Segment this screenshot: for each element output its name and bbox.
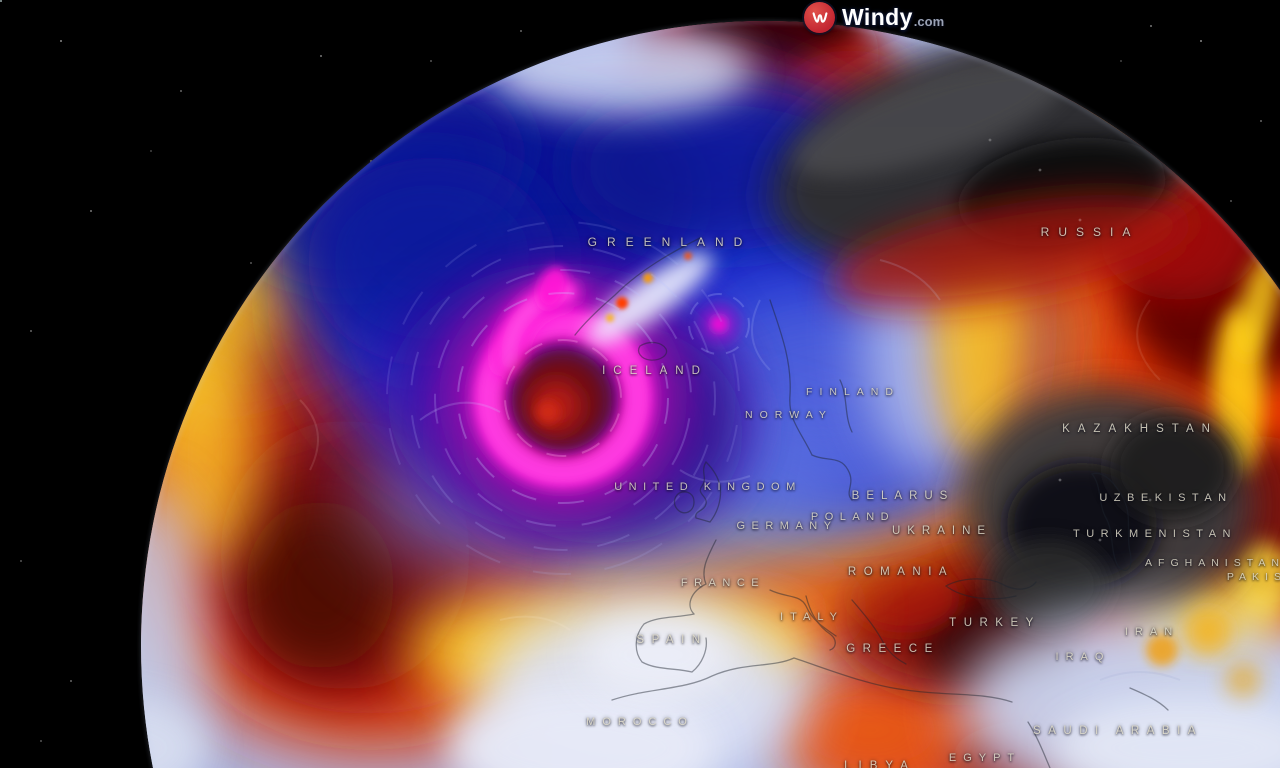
map-label-spain: Spain	[636, 634, 708, 646]
map-label-iran: Iran	[1124, 626, 1180, 638]
stars	[0, 0, 2, 2]
map-label-belarus: Belarus	[851, 490, 955, 502]
map-label-kazakhstan: Kazakhstan	[1062, 423, 1218, 435]
map-label-russia: Russia	[1040, 225, 1140, 239]
map-label-norway: Norway	[745, 409, 833, 421]
globe-rim	[140, 20, 1280, 768]
map-label-morocco: Morocco	[586, 716, 694, 728]
map-label-france: France	[680, 577, 766, 589]
map-label-saudi-arabia: Saudi Arabia	[1033, 725, 1203, 737]
windy-logo-suffix: .com	[913, 13, 945, 29]
coastlines	[574, 237, 1169, 768]
storm-vortex	[387, 263, 744, 544]
map-label-italy: Italy	[780, 611, 844, 623]
map-label-turkey: Turkey	[949, 617, 1041, 629]
windy-logo[interactable]: Windy .com	[804, 2, 944, 33]
windy-logo-text: Windy	[842, 4, 913, 30]
map-label-egypt: Egypt	[948, 752, 1022, 764]
map-label-ukraine: Ukraine	[891, 525, 993, 537]
windy-logo-icon	[804, 2, 835, 33]
map-label-greece: Greece	[846, 643, 940, 655]
map-label-afghanistan: Afghanistan	[1145, 557, 1280, 569]
map-label-iceland: Iceland	[602, 365, 708, 377]
map-label-uzbekistan: Uzbekistan	[1099, 492, 1233, 504]
map-label-finland: Finland	[806, 386, 900, 398]
map-label-romania: Romania	[847, 566, 955, 578]
map-label-greenland: Greenland	[587, 235, 753, 249]
map-label-united-kingdom: United Kingdom	[614, 481, 802, 493]
map-label-iraq: Iraq	[1055, 651, 1111, 663]
map-label-poland: Poland	[810, 511, 896, 523]
map-label-pakistan: Pakistan	[1226, 571, 1280, 583]
map-label-germany: Germany	[736, 520, 838, 532]
map-label-libya: Libya	[844, 760, 916, 768]
map-label-turkmenistan: Turkmenistan	[1073, 528, 1237, 540]
